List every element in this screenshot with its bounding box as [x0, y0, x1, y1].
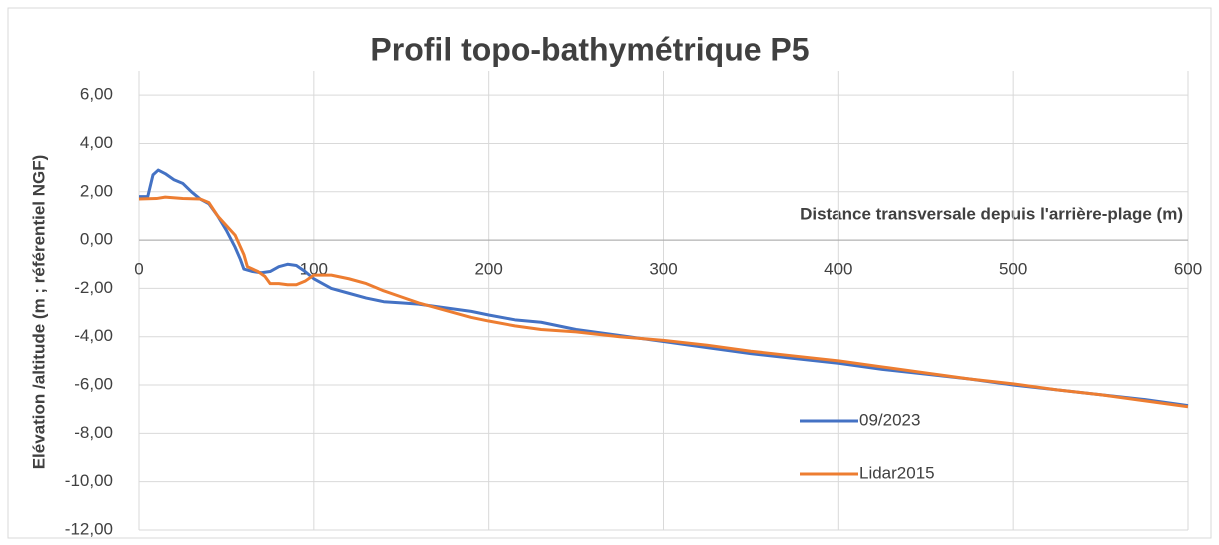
y-tick-label: 4,00 — [80, 133, 113, 152]
x-tick-label: 300 — [649, 260, 677, 279]
y-tick-label: -2,00 — [74, 278, 113, 297]
data-line — [138, 195, 1189, 409]
x-tick-label: 600 — [1174, 260, 1202, 279]
x-axis-label: Distance transversale depuis l'arrière-p… — [800, 204, 1183, 223]
y-axis-label: Elévation /altitude (m ; référentiel NGF… — [29, 155, 48, 470]
y-tick-label: -8,00 — [74, 423, 113, 442]
y-tick-label: -10,00 — [65, 471, 113, 490]
x-tick-label: 500 — [999, 260, 1027, 279]
y-tick-label: -12,00 — [65, 519, 113, 538]
y-tick-label: 6,00 — [80, 85, 113, 104]
x-tick-label: 200 — [474, 260, 502, 279]
y-tick-label: -4,00 — [74, 326, 113, 345]
y-tick-label: -6,00 — [74, 375, 113, 394]
legend-label: Lidar2015 — [859, 463, 935, 482]
y-tick-label: 0,00 — [80, 230, 113, 249]
x-tick-label: 400 — [824, 260, 852, 279]
legend-label: 09/2023 — [859, 410, 920, 429]
chart-border — [7, 7, 1212, 539]
chart-title: Profil topo-bathymétrique P5 — [370, 31, 809, 67]
x-tick-label: 0 — [134, 260, 143, 279]
y-tick-label: 2,00 — [80, 181, 113, 200]
